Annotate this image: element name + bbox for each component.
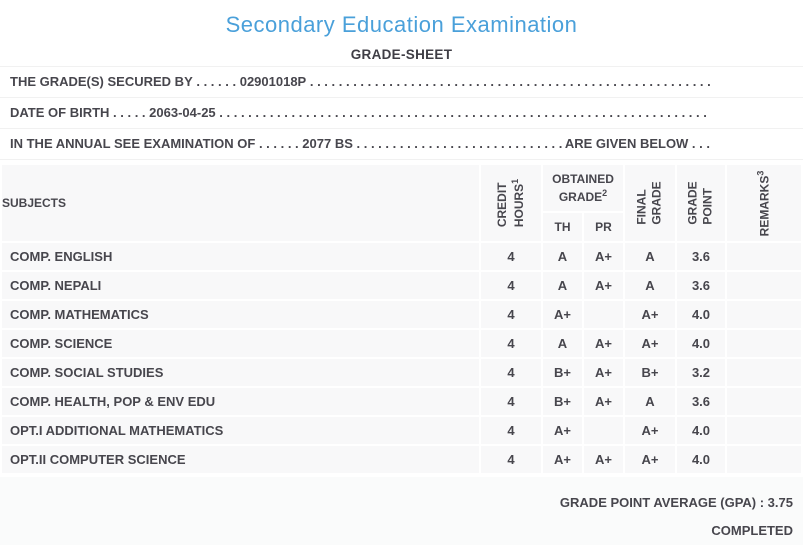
subject-cell: OPT.II COMPUTER SCIENCE — [2, 446, 479, 473]
th-grade-cell: A — [543, 272, 582, 299]
pr-grade-cell: A+ — [584, 272, 623, 299]
table-row: COMP. ENGLISH 4 A A+ A 3.6 — [2, 243, 801, 270]
column-header-th: TH — [543, 213, 582, 241]
remarks-cell — [727, 272, 801, 299]
pr-grade-cell: A+ — [584, 446, 623, 473]
column-header-remarks: REMARKS3 — [727, 165, 801, 241]
final-grade-cell: A — [625, 243, 675, 270]
remarks-cell — [727, 243, 801, 270]
credit-hours-cell: 4 — [481, 272, 541, 299]
fill-dots: . . . . . . . . . . . . . . . . . . . . … — [219, 105, 707, 120]
table-row: COMP. SOCIAL STUDIES 4 B+ A+ B+ 3.2 — [2, 359, 801, 386]
credit-hours-cell: 4 — [481, 417, 541, 444]
table-row: COMP. SCIENCE 4 A A+ A+ 4.0 — [2, 330, 801, 357]
subject-cell: COMP. MATHEMATICS — [2, 301, 479, 328]
footer: GRADE POINT AVERAGE (GPA) : 3.75 COMPLET… — [0, 477, 803, 545]
page-subtitle: GRADE-SHEET — [350, 47, 453, 62]
subject-cell: COMP. NEPALI — [2, 272, 479, 299]
grade-point-cell: 4.0 — [677, 330, 725, 357]
final-grade-cell: A+ — [625, 330, 675, 357]
final-grade-cell: A — [625, 388, 675, 415]
grade-point-cell: 4.0 — [677, 417, 725, 444]
th-grade-cell: B+ — [543, 359, 582, 386]
grade-point-cell: 3.2 — [677, 359, 725, 386]
column-header-credit-hours: CREDIT HOURS1 — [481, 165, 541, 241]
subject-cell: OPT.I ADDITIONAL MATHEMATICS — [2, 417, 479, 444]
th-grade-cell: A+ — [543, 301, 582, 328]
column-header-subjects: SUBJECTS — [2, 165, 479, 241]
table-row: COMP. MATHEMATICS 4 A+ A+ 4.0 — [2, 301, 801, 328]
pr-grade-cell: A+ — [584, 359, 623, 386]
grade-point-cell: 3.6 — [677, 243, 725, 270]
fill-dots: . . . . . . . . . . . . . . . . . . . . … — [356, 136, 562, 151]
table-row: OPT.I ADDITIONAL MATHEMATICS 4 A+ A+ 4.0 — [2, 417, 801, 444]
th-grade-cell: A+ — [543, 417, 582, 444]
remarks-cell — [727, 301, 801, 328]
credit-hours-cell: 4 — [481, 388, 541, 415]
info-line-examination-year: IN THE ANNUAL SEE EXAMINATION OF . . . .… — [0, 128, 803, 159]
pr-grade-cell: A+ — [584, 388, 623, 415]
th-grade-cell: A — [543, 243, 582, 270]
leader-dots: . . . . . — [109, 105, 150, 120]
info-label: IN THE ANNUAL SEE EXAMINATION OF — [10, 136, 256, 151]
grade-point-cell: 4.0 — [677, 301, 725, 328]
subject-cell: COMP. HEALTH, POP & ENV EDU — [2, 388, 479, 415]
credit-hours-cell: 4 — [481, 359, 541, 386]
pr-grade-cell: A+ — [584, 243, 623, 270]
credit-hours-cell: 4 — [481, 243, 541, 270]
info-line-secured-by: THE GRADE(S) SECURED BY . . . . . . 0290… — [0, 66, 803, 97]
info-label: THE GRADE(S) SECURED BY — [10, 74, 193, 89]
info-tail: ARE GIVEN BELOW . . . — [561, 136, 710, 151]
pr-grade-cell — [584, 301, 623, 328]
table-row: COMP. NEPALI 4 A A+ A 3.6 — [2, 272, 801, 299]
final-grade-cell: A+ — [625, 417, 675, 444]
final-grade-cell: A+ — [625, 301, 675, 328]
grades-table: SUBJECTS CREDIT HOURS1 OBTAINED GRADE2 FIN… — [0, 163, 803, 475]
remarks-cell — [727, 359, 801, 386]
remarks-cell — [727, 446, 801, 473]
leader-dots: . . . . . . — [255, 136, 303, 151]
info-line-date-of-birth: DATE OF BIRTH . . . . . 2063-04-25 . . .… — [0, 97, 803, 128]
th-grade-cell: A — [543, 330, 582, 357]
grade-point-cell: 4.0 — [677, 446, 725, 473]
column-header-final-grade: FINAL GRADE — [625, 165, 675, 241]
remarks-cell — [727, 417, 801, 444]
header-superscript: 1 — [509, 178, 520, 184]
leader-dots: . . . . . . — [192, 74, 240, 89]
header-superscript: 3 — [755, 170, 766, 176]
remarks-cell — [727, 330, 801, 357]
pr-grade-cell — [584, 417, 623, 444]
grade-point-cell: 3.6 — [677, 272, 725, 299]
grades-table-body: COMP. ENGLISH 4 A A+ A 3.6 COMP. NEPALI 4 A A+ A 3.… — [2, 243, 801, 473]
subject-cell: COMP. SCIENCE — [2, 330, 479, 357]
th-grade-cell: A+ — [543, 446, 582, 473]
subject-cell: COMP. ENGLISH — [2, 243, 479, 270]
info-section: THE GRADE(S) SECURED BY . . . . . . 0290… — [0, 66, 803, 160]
grade-point-cell: 3.6 — [677, 388, 725, 415]
table-row: OPT.II COMPUTER SCIENCE 4 A+ A+ A+ 4.0 — [2, 446, 801, 473]
th-grade-cell: B+ — [543, 388, 582, 415]
info-value-symbol-number: 02901018P — [239, 74, 307, 89]
status-completed: COMPLETED — [711, 523, 793, 538]
subject-cell: COMP. SOCIAL STUDIES — [2, 359, 479, 386]
info-value-date-of-birth: 2063-04-25 — [149, 105, 216, 120]
remarks-cell — [727, 388, 801, 415]
pr-grade-cell: A+ — [584, 330, 623, 357]
credit-hours-cell: 4 — [481, 446, 541, 473]
info-value-exam-year: 2077 BS — [302, 136, 353, 151]
final-grade-cell: A+ — [625, 446, 675, 473]
table-row: COMP. HEALTH, POP & ENV EDU 4 B+ A+ A 3.6 — [2, 388, 801, 415]
column-header-pr: PR — [584, 213, 623, 241]
final-grade-cell: A — [625, 272, 675, 299]
final-grade-cell: B+ — [625, 359, 675, 386]
info-label: DATE OF BIRTH — [10, 105, 110, 120]
header-superscript: 2 — [602, 188, 608, 198]
credit-hours-cell: 4 — [481, 330, 541, 357]
column-header-grade-point: GRADE POINT — [677, 165, 725, 241]
page-title: Secondary Education Examination — [225, 12, 578, 37]
fill-dots: . . . . . . . . . . . . . . . . . . . . … — [309, 74, 710, 89]
credit-hours-cell: 4 — [481, 301, 541, 328]
gpa-line: GRADE POINT AVERAGE (GPA) : 3.75 — [559, 495, 793, 510]
column-header-obtained-grade: OBTAINED GRADE2 — [543, 165, 623, 211]
